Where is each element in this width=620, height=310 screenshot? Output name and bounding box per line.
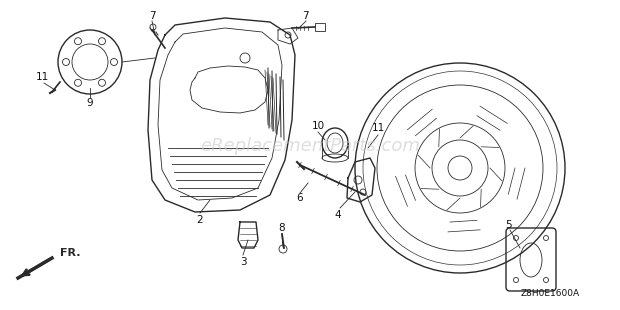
Text: eReplacementParts.com: eReplacementParts.com bbox=[200, 137, 420, 155]
Text: 7: 7 bbox=[302, 11, 308, 21]
Text: 2: 2 bbox=[197, 215, 203, 225]
Text: 11: 11 bbox=[35, 72, 48, 82]
Text: 6: 6 bbox=[297, 193, 303, 203]
Text: 7: 7 bbox=[149, 11, 156, 21]
Text: FR.: FR. bbox=[60, 248, 81, 258]
Text: 8: 8 bbox=[278, 223, 285, 233]
Text: Z8H0E1600A: Z8H0E1600A bbox=[521, 289, 580, 298]
Text: 5: 5 bbox=[505, 220, 511, 230]
Text: 11: 11 bbox=[371, 123, 384, 133]
Text: 3: 3 bbox=[240, 257, 246, 267]
Text: 9: 9 bbox=[87, 98, 94, 108]
Text: 10: 10 bbox=[311, 121, 324, 131]
Text: 4: 4 bbox=[335, 210, 342, 220]
